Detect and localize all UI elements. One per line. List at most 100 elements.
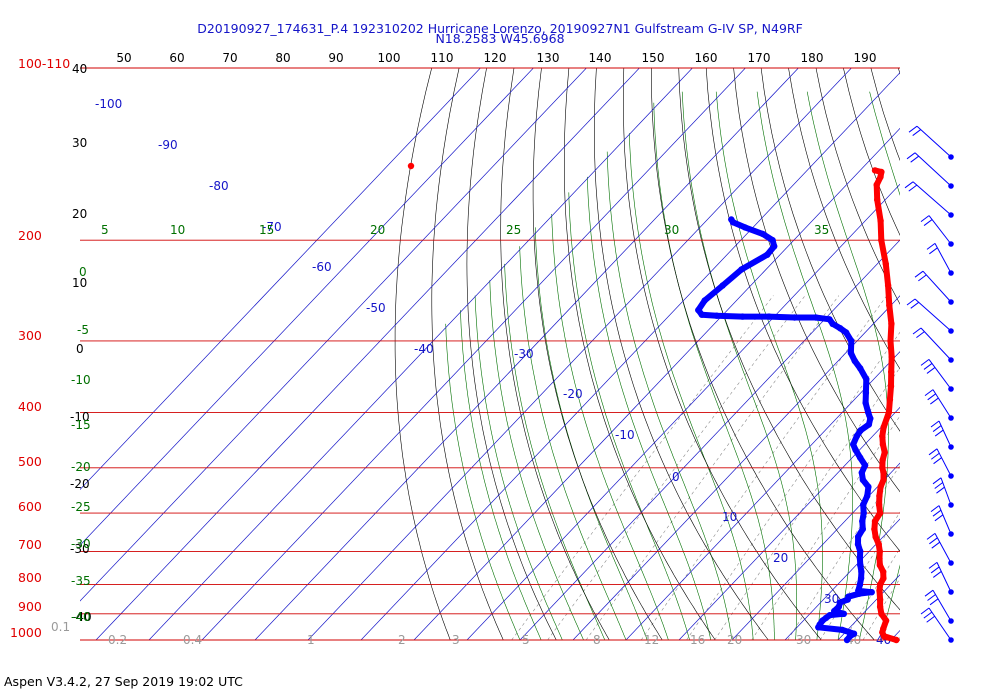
dewpoint-point <box>862 389 870 397</box>
isotherm-label: -90 <box>158 138 178 152</box>
dewpoint-point <box>856 555 864 562</box>
isotherm-label: -20 <box>563 387 583 401</box>
pressure-tick-500: 500 <box>18 454 42 469</box>
dry-adiabat-line <box>788 68 900 370</box>
chart-subtitle: N18.2583 W45.6968 <box>435 31 564 46</box>
wind-barb <box>908 125 954 160</box>
top-axis-tick: 80 <box>275 51 290 65</box>
top-axis-tick: 70 <box>222 51 237 65</box>
height-tick: 20 <box>72 207 87 221</box>
moist-adiabat-line <box>519 246 627 640</box>
dewpoint-point <box>854 533 862 540</box>
mixing-ratio-line <box>751 415 900 640</box>
dewpoint-point <box>857 427 864 434</box>
dewpoint-point <box>765 313 773 320</box>
temperature-point <box>407 162 415 170</box>
temperature-point <box>885 409 893 416</box>
moist-adiabat-line <box>715 91 823 640</box>
adiabat-labels: 5 10 15 20 25 30 350-5-10-15-20-25-30-35-40 <box>71 223 829 624</box>
left-green-label: -20 <box>71 460 91 474</box>
dewpoint-point <box>812 314 819 321</box>
mixing-ratio-line <box>547 295 806 640</box>
temperature-point <box>879 441 887 448</box>
pressure-tick-400: 400 <box>18 399 42 414</box>
mixing-ratio-label: 0.1 <box>51 620 70 634</box>
isotherm-line <box>625 351 900 640</box>
dry-adiabat-line <box>650 68 875 640</box>
temperature-trace <box>407 162 900 644</box>
dewpoint-point <box>867 415 874 422</box>
isotherm-line <box>95 68 640 640</box>
dry-adiabat-line <box>760 68 900 432</box>
dewpoint-point <box>791 314 798 321</box>
dewpoint-point <box>759 230 766 238</box>
wind-barb <box>928 562 954 595</box>
moist-adiabat-line <box>587 176 712 640</box>
dewpoint-point <box>858 568 865 575</box>
temperature-point <box>876 548 883 555</box>
dewpoint-point <box>848 337 855 345</box>
isotherm-line <box>519 239 900 640</box>
isotherm-line <box>944 68 1000 640</box>
mixing-ratio-label: 16 <box>690 633 705 647</box>
dewpoint-point <box>853 432 860 440</box>
chart-title: D20190927_174631_P.4 192310202 Hurricane… <box>197 21 803 36</box>
isotherm-label: -60 <box>312 260 332 274</box>
isotherm-label: -30 <box>514 347 534 361</box>
temperature-point <box>893 636 900 644</box>
temperature-point <box>871 525 878 533</box>
theta-e-label: 35 <box>814 223 829 237</box>
dewpoint-point <box>857 575 865 582</box>
temperature-point <box>879 457 886 464</box>
isotherm-label: 0 <box>672 470 680 484</box>
wind-barbs <box>904 125 954 643</box>
dewpoint-point <box>837 599 844 606</box>
isotherm-line <box>678 406 900 640</box>
mixing-ratio-label: 12 <box>644 633 659 647</box>
wind-barb <box>920 607 954 643</box>
dry-adiabat-line <box>981 68 1000 640</box>
wind-barb <box>904 181 954 218</box>
temperature-point <box>876 581 884 588</box>
dewpoint-point <box>868 589 875 596</box>
wind-barb <box>932 477 954 508</box>
moist-adiabat-line <box>606 151 733 640</box>
mixing-ratio-line <box>511 295 774 640</box>
isotherm-label: 20 <box>773 551 788 565</box>
dry-adiabat-line <box>926 68 1000 640</box>
isotherm-line <box>307 68 852 640</box>
dewpoint-point <box>829 320 836 327</box>
left-green-label: -40 <box>71 610 91 624</box>
dry-adiabat-line <box>953 68 1000 640</box>
mixing-ratio-label: 0.4 <box>183 633 202 647</box>
mixing-ratio-label: 2 <box>398 633 406 647</box>
top-axis-tick: 110 <box>431 51 454 65</box>
dry-adiabat-line <box>815 68 900 305</box>
temperature-point <box>874 196 881 203</box>
top-axis-tick: 60 <box>169 51 184 65</box>
mixing-ratio-label: 8 <box>593 633 601 647</box>
dewpoint-point <box>865 421 873 428</box>
dewpoint-point <box>764 251 771 258</box>
dry-adiabat-line <box>466 68 557 640</box>
left-green-label: -5 <box>77 323 89 337</box>
isotherm-label: -50 <box>366 301 386 315</box>
pressure-tick-800: 800 <box>18 570 42 585</box>
height-tick: 0 <box>76 342 84 356</box>
temperature-point <box>878 237 885 244</box>
temperature-point <box>876 492 883 500</box>
dewpoint-point <box>831 607 838 615</box>
mixing-ratio-line <box>686 331 900 640</box>
wind-barb <box>924 589 954 624</box>
dewpoint-point <box>719 282 726 289</box>
dewpoint-point <box>826 316 833 323</box>
theta-e-label: 25 <box>506 223 521 237</box>
dewpoint-point <box>695 306 702 314</box>
dewpoint-point <box>701 297 708 304</box>
isotherm-label: 10 <box>722 510 737 524</box>
top-axis-tick: 100 <box>378 51 401 65</box>
wind-barb <box>930 420 954 450</box>
dewpoint-trace <box>695 216 875 644</box>
temperature-point <box>886 396 894 403</box>
left-green-label: -25 <box>71 500 91 514</box>
